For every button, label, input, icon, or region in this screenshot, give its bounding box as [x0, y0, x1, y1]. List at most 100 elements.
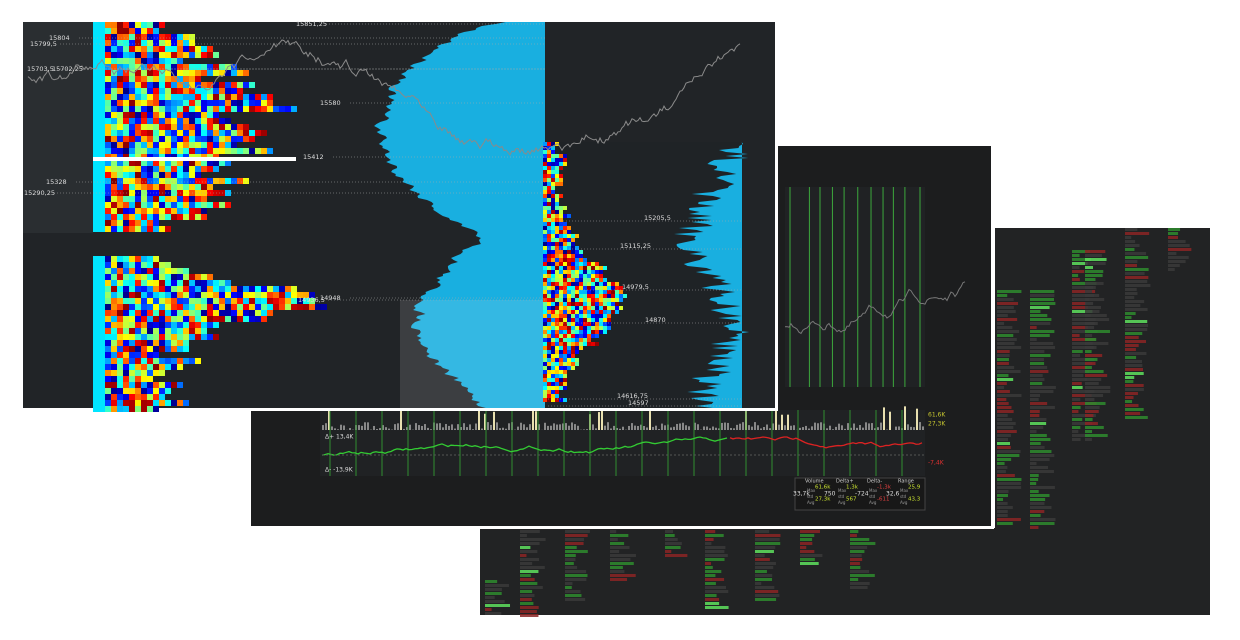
heat-cell: [547, 142, 551, 146]
heat-cell: [213, 130, 219, 136]
heat-cell: [219, 82, 225, 88]
footprint-cell: [1085, 350, 1092, 353]
heat-cell: [595, 282, 599, 286]
heat-cell: [579, 250, 583, 254]
heat-cell: [105, 370, 111, 376]
heat-cell: [99, 370, 105, 376]
heat-cell: [159, 124, 165, 130]
footprint-cell: [705, 594, 717, 597]
heat-cell: [587, 294, 591, 298]
heat-cell: [171, 94, 177, 100]
heat-cell: [543, 390, 547, 394]
heat-cell: [243, 136, 249, 142]
heat-cell: [551, 214, 555, 218]
footprint-cell: [1030, 306, 1050, 309]
heat-cell: [159, 382, 165, 388]
heat-cell: [105, 208, 111, 214]
footprint-cell: [1125, 284, 1151, 287]
heat-cell: [129, 100, 135, 106]
footprint-cell: [850, 586, 868, 589]
heat-cell: [551, 382, 555, 386]
heat-cell: [567, 242, 571, 246]
heat-cell: [547, 346, 551, 350]
heat-cell: [571, 302, 575, 306]
heat-cell: [555, 278, 559, 282]
heat-cell: [623, 294, 627, 298]
footprint-cell: [520, 574, 531, 577]
heat-cell: [591, 342, 595, 346]
heat-cell: [123, 82, 129, 88]
footprint-cell: [755, 586, 775, 589]
price-label: 15799,5: [30, 40, 57, 48]
footprint-cell: [1030, 470, 1054, 473]
footprint-cell: [997, 478, 1022, 481]
volume-bar: [544, 422, 546, 430]
heat-cell: [123, 76, 129, 82]
heat-cell: [547, 210, 551, 214]
heat-cell: [559, 322, 563, 326]
heat-cell: [547, 186, 551, 190]
heat-cell: [201, 298, 207, 304]
heat-cell: [105, 256, 111, 262]
heat-cell: [615, 290, 619, 294]
footprint-cell: [850, 538, 870, 541]
footprint-cell: [565, 542, 584, 545]
heat-cell: [599, 314, 603, 318]
heat-cell: [177, 172, 183, 178]
heat-cell: [611, 294, 615, 298]
volume-bar: [856, 427, 858, 430]
footprint-cell: [1125, 264, 1137, 267]
heat-cell: [165, 142, 171, 148]
heat-cell: [563, 338, 567, 342]
heat-cell: [141, 142, 147, 148]
heat-cell: [583, 290, 587, 294]
heat-cell: [207, 136, 213, 142]
heat-cell: [543, 262, 547, 266]
footprint-cell: [850, 554, 862, 557]
price-label: 15702,25: [52, 65, 83, 73]
footprint-cell: [705, 590, 729, 593]
footprint-cell: [1072, 354, 1081, 357]
heat-cell: [607, 322, 611, 326]
footprint-cell: [705, 542, 712, 545]
heat-cell: [183, 184, 189, 190]
volume-bar: [790, 425, 792, 430]
heat-cell: [195, 94, 201, 100]
volume-bar: [424, 424, 426, 430]
heat-cell: [105, 286, 111, 292]
heat-cell: [105, 400, 111, 406]
heat-cell: [177, 196, 183, 202]
heat-cell: [563, 222, 567, 226]
heat-cell: [183, 70, 189, 76]
heat-cell: [547, 246, 551, 250]
heat-cell: [225, 160, 231, 166]
heat-cell: [551, 170, 555, 174]
heat-cell: [615, 306, 619, 310]
heat-cell: [93, 376, 99, 382]
heat-cell: [195, 160, 201, 166]
heat-cell: [93, 178, 99, 184]
heat-cell: [579, 270, 583, 274]
footprint-cell: [1085, 310, 1100, 313]
footprint-cell: [1125, 376, 1135, 379]
footprint-cell: [1125, 272, 1145, 275]
heat-cell: [603, 290, 607, 294]
heat-cell: [111, 370, 117, 376]
heat-cell: [611, 282, 615, 286]
heat-cell: [177, 286, 183, 292]
footprint-cell: [997, 426, 1014, 429]
heat-cell: [183, 196, 189, 202]
heat-cell: [237, 310, 243, 316]
heat-cell: [117, 262, 123, 268]
footprint-cell: [520, 590, 533, 593]
heat-cell: [207, 274, 213, 280]
heat-cell: [159, 286, 165, 292]
footprint-cell: [1125, 400, 1133, 403]
heat-cell: [547, 198, 551, 202]
indicator-pane: [320, 410, 925, 476]
volume-bar: [406, 427, 408, 430]
heat-cell: [225, 304, 231, 310]
heat-cell: [207, 178, 213, 184]
heat-cell: [141, 148, 147, 154]
heat-cell: [195, 208, 201, 214]
